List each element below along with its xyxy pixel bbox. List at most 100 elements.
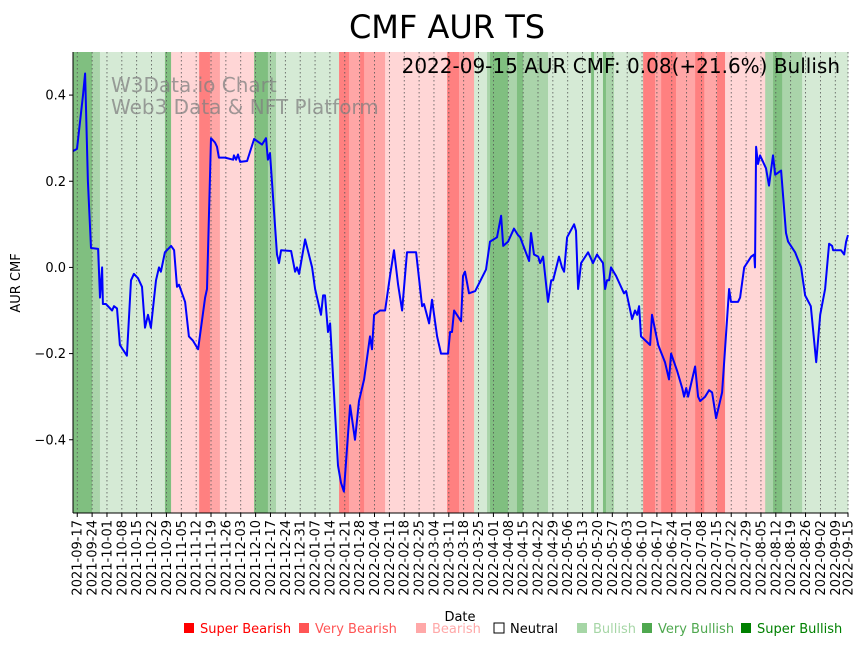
axes [72,52,848,514]
band-super-bullish [490,52,509,513]
band-very-bullish [508,52,518,513]
x-tick-label: 2022-07-15 [710,520,725,596]
x-tick-label: 2022-05-20 [591,520,606,596]
y-tick-label: 0.0 [45,261,66,276]
band-super-bullish [254,52,269,513]
x-tick-label: 2022-08-12 [769,520,784,596]
cmf-series-line [72,72,849,493]
x-tick-label: 2022-08-26 [799,520,814,596]
band-bearish [171,52,200,513]
band-very-bullish [487,52,491,513]
x-tick-label: 2022-02-04 [368,520,383,596]
legend-swatch [642,623,652,633]
band-very-bearish [704,52,718,513]
x-tick-label: 2021-10-01 [100,520,115,596]
x-tick-label: 2022-03-04 [427,520,442,596]
band-bullish [594,52,604,513]
band-very-bullish [523,52,549,513]
chart-title: CMF AUR TS [349,8,545,46]
x-tick-label: 2022-04-01 [487,520,502,596]
watermark-line-1: W3Data.io Chart [111,73,277,97]
band-very-bearish [364,52,386,513]
x-tick-label: 2022-06-17 [650,520,665,596]
band-bearish [725,52,766,513]
band-super-bearish [643,52,656,513]
x-tick-label: 2021-09-24 [86,520,101,596]
x-axis-label: Date [444,610,475,625]
x-tick-label: 2021-12-10 [249,520,264,596]
x-tick-label: 2022-08-05 [754,520,769,596]
band-super-bearish [716,52,726,513]
band-super-bearish [447,52,460,513]
y-tick-label: 0.4 [45,89,66,104]
x-tick-label: 2022-02-11 [383,520,398,596]
legend-label: Super Bullish [757,622,842,637]
x-tick-label: 2022-07-01 [680,520,695,596]
watermark-line-2: Web3 Data & NFT Platform [111,95,379,119]
legend-item-bearish: Bearish [416,622,481,637]
legend-label: Neutral [510,622,558,637]
x-tick-label: 2022-09-02 [814,520,829,596]
x-tick-label: 2022-04-15 [517,520,532,596]
watermark: W3Data.io Chart Web3 Data & NFT Platform [111,73,379,119]
x-tick-label: 2022-04-08 [502,520,517,596]
x-tick-label: 2022-03-11 [442,520,457,596]
x-tick-label: 2022-09-09 [829,520,844,596]
band-bearish [385,52,448,513]
band-super-bullish [164,52,172,513]
x-tick-label: 2021-12-31 [294,520,309,596]
band-very-bearish [654,52,662,513]
x-ticks: 2021-09-17 2021-09-24 2021-10-01 2021-10-08… [71,513,857,596]
legend-item-bullish: Bullish [577,622,636,637]
legend-item-neutral: Neutral [493,622,558,637]
legend-label: Very Bullish [658,622,734,637]
legend-item-super-bullish: Super Bullish [741,622,842,637]
band-super-bullish [773,52,783,513]
x-tick-label: 2022-06-10 [636,520,651,596]
legend-label: Very Bearish [315,622,397,637]
band-very-bullish [765,52,774,513]
legend-swatch [416,623,426,633]
band-super-bearish [661,52,677,513]
x-tick-label: 2022-02-18 [398,520,413,596]
x-gridlines [76,52,849,513]
band-super-bullish [73,52,93,513]
x-tick-label: 2022-01-21 [338,520,353,596]
y-tick-label: −0.4 [34,433,66,448]
legend-swatch [299,623,309,633]
x-tick-label: 2021-12-17 [264,520,279,596]
legend-swatch [493,622,505,634]
band-bearish [219,52,255,513]
legend-item-very-bearish: Very Bearish [299,622,397,637]
legend: Super Bearish Very Bearish Bearish Neutral B… [184,622,842,637]
legend-label: Bullish [593,622,636,637]
band-super-bullish [516,52,524,513]
x-tick-label: 2022-01-14 [323,520,338,596]
x-tick-label: 2022-08-19 [784,520,799,596]
legend-swatch [577,623,587,633]
x-tick-label: 2021-10-08 [115,520,130,596]
x-tick-label: 2021-09-17 [71,520,86,596]
legend-item-very-bullish: Very Bullish [642,622,734,637]
band-bullish [547,52,592,513]
x-tick-label: 2022-03-18 [457,520,472,596]
legend-swatch [184,623,194,633]
y-tick-label: 0.2 [45,175,66,190]
band-bullish [474,52,488,513]
band-super-bearish [199,52,211,513]
x-tick-label: 2022-05-27 [606,520,621,596]
x-tick-label: 2022-04-29 [546,520,561,596]
y-axis-label: AUR CMF [9,253,24,312]
x-tick-label: 2021-11-26 [219,520,234,596]
x-tick-label: 2021-12-03 [234,520,249,596]
x-tick-label: 2022-05-13 [576,520,591,596]
x-tick-label: 2022-02-25 [413,520,428,596]
band-very-bearish [209,52,221,513]
band-very-bullish [267,52,277,513]
x-tick-label: 2022-04-22 [532,520,547,596]
x-tick-label: 2022-01-28 [353,520,368,596]
x-tick-label: 2021-10-29 [160,520,175,596]
x-tick-label: 2021-12-24 [279,520,294,596]
x-tick-label: 2022-07-29 [740,520,755,596]
